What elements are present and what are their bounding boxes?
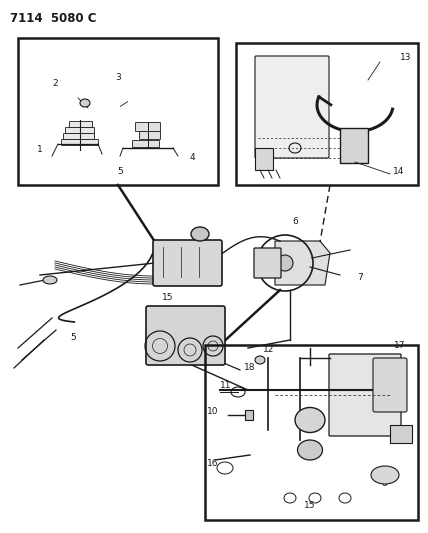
Ellipse shape — [295, 408, 325, 432]
Text: 15: 15 — [304, 502, 316, 511]
Text: 4: 4 — [189, 154, 195, 163]
Text: 10: 10 — [207, 408, 219, 416]
FancyBboxPatch shape — [373, 358, 407, 412]
Text: 9: 9 — [400, 427, 406, 437]
FancyBboxPatch shape — [254, 248, 281, 278]
FancyBboxPatch shape — [63, 133, 95, 140]
FancyBboxPatch shape — [62, 140, 98, 146]
Text: 17: 17 — [394, 342, 406, 351]
FancyBboxPatch shape — [136, 123, 160, 132]
Text: 18: 18 — [244, 362, 256, 372]
Text: 5: 5 — [70, 333, 76, 342]
Ellipse shape — [297, 440, 323, 460]
FancyBboxPatch shape — [133, 141, 160, 148]
Ellipse shape — [255, 356, 265, 364]
FancyBboxPatch shape — [329, 354, 401, 436]
Text: 3: 3 — [115, 74, 121, 83]
Bar — [205, 345, 418, 520]
Text: 7114  5080 C: 7114 5080 C — [10, 12, 96, 25]
Bar — [18, 38, 218, 185]
Text: 2: 2 — [52, 79, 58, 88]
Bar — [236, 43, 418, 185]
Text: 16: 16 — [207, 458, 219, 467]
Text: 6: 6 — [292, 217, 298, 227]
FancyBboxPatch shape — [146, 306, 225, 365]
FancyBboxPatch shape — [69, 122, 92, 127]
Bar — [390, 425, 412, 443]
Text: 8: 8 — [381, 479, 387, 488]
Bar — [340, 128, 368, 163]
FancyBboxPatch shape — [255, 56, 329, 158]
Ellipse shape — [371, 466, 399, 484]
Text: 7: 7 — [219, 341, 225, 350]
Text: 11: 11 — [220, 381, 232, 390]
Text: 15: 15 — [162, 293, 174, 302]
FancyBboxPatch shape — [65, 127, 95, 133]
Ellipse shape — [191, 227, 209, 241]
Polygon shape — [275, 241, 330, 285]
Ellipse shape — [80, 99, 90, 107]
Bar — [255, 148, 273, 170]
Text: 12: 12 — [263, 344, 275, 353]
Text: 1: 1 — [37, 146, 43, 155]
Text: 5: 5 — [117, 167, 123, 176]
Ellipse shape — [43, 276, 57, 284]
FancyBboxPatch shape — [140, 132, 160, 140]
FancyBboxPatch shape — [153, 240, 222, 286]
Text: 13: 13 — [400, 53, 412, 62]
Text: 7: 7 — [357, 273, 363, 282]
Bar — [245, 410, 253, 420]
Text: 14: 14 — [393, 167, 405, 176]
Circle shape — [277, 255, 293, 271]
